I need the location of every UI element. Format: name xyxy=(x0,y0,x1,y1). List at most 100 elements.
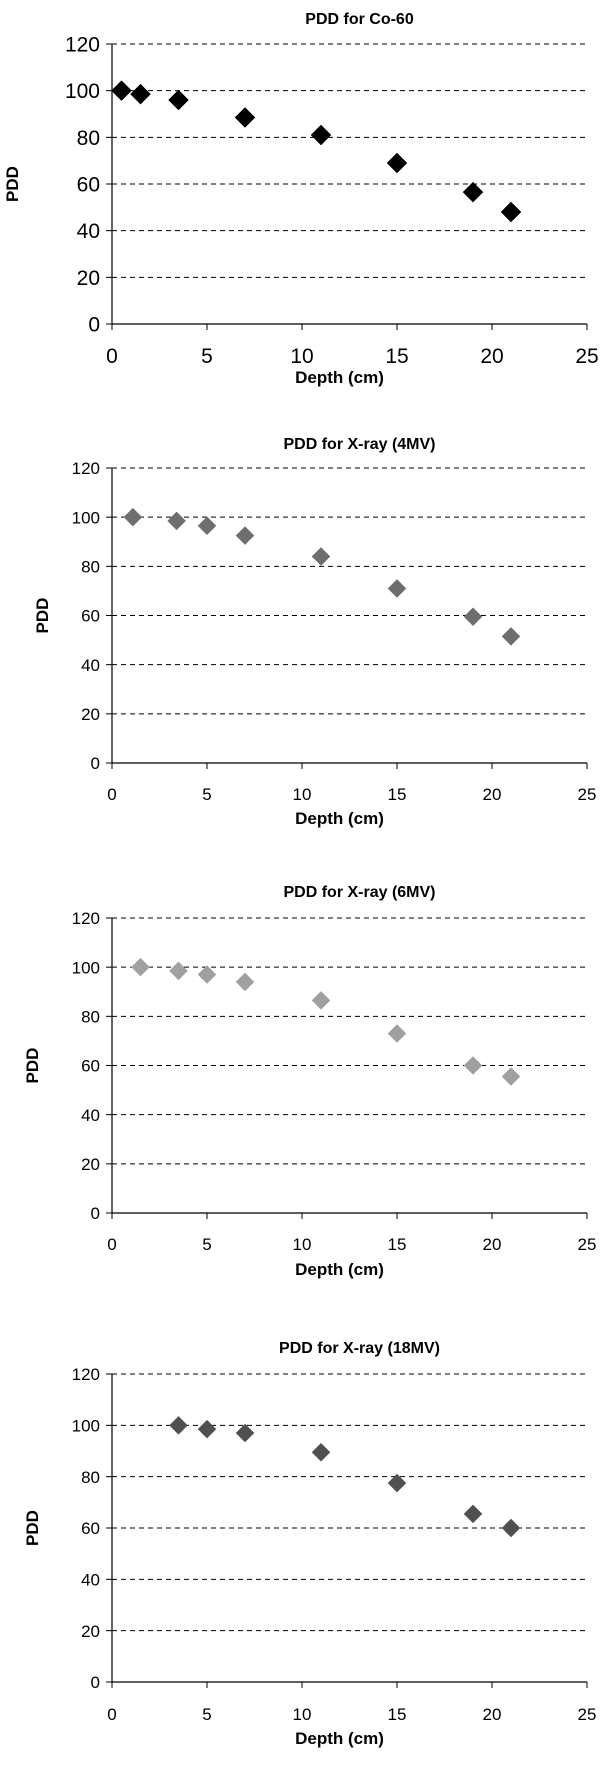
y-tick-label: 100 xyxy=(72,958,100,977)
x-tick-label: 25 xyxy=(578,785,597,804)
y-axis-title: PDD xyxy=(23,1048,42,1084)
y-tick-label: 20 xyxy=(81,1622,100,1641)
data-point xyxy=(197,516,217,536)
data-point xyxy=(386,152,408,174)
y-tick-label: 120 xyxy=(72,909,100,928)
x-tick-label: 20 xyxy=(480,345,503,368)
y-tick-label: 0 xyxy=(91,754,100,773)
data-point xyxy=(462,181,484,203)
chart-4: PDD for X-ray (18MV) 0 20 40 60 80 100 120 0 5 10 1… xyxy=(23,1340,596,1748)
y-tick-label: 60 xyxy=(81,1057,100,1076)
y-tick-label: 120 xyxy=(72,459,100,478)
data-point xyxy=(387,1473,407,1493)
x-tick-label: 5 xyxy=(202,1705,211,1724)
x-tick-label: 25 xyxy=(578,1235,597,1254)
y-tick-label: 0 xyxy=(91,1204,100,1223)
y-tick-label: 0 xyxy=(91,1673,100,1692)
y-tick-label: 40 xyxy=(81,1570,100,1589)
y-axis-title: PDD xyxy=(33,598,52,634)
x-tick-label: 25 xyxy=(575,345,598,368)
chart-title: PDD for X-ray (4MV) xyxy=(283,436,435,453)
data-point xyxy=(131,957,150,977)
y-tick-label: 60 xyxy=(81,1519,100,1538)
y-tick-label: 40 xyxy=(77,220,100,243)
x-tick-label: 0 xyxy=(106,345,118,368)
data-point xyxy=(463,1504,483,1524)
y-tick-label: 120 xyxy=(72,1365,100,1384)
data-point xyxy=(501,1067,521,1086)
data-point xyxy=(197,1419,217,1439)
data-point xyxy=(168,89,189,111)
x-tick-label: 5 xyxy=(201,345,213,368)
x-tick-label: 10 xyxy=(293,1235,312,1254)
data-point xyxy=(311,547,331,566)
y-tick-label: 60 xyxy=(77,174,100,197)
y-axis-title: PDD xyxy=(23,1510,42,1546)
data-point xyxy=(197,965,217,984)
data-point xyxy=(123,507,143,527)
x-tick-label: 25 xyxy=(578,1705,597,1724)
x-tick-label: 10 xyxy=(293,1705,312,1724)
x-axis-title: Depth (cm) xyxy=(295,809,384,828)
y-tick-label: 100 xyxy=(65,80,100,103)
x-tick-label: 10 xyxy=(293,785,312,804)
data-point xyxy=(311,1442,331,1462)
x-tick-label: 20 xyxy=(483,785,502,804)
x-axis-title: Depth (cm) xyxy=(295,1729,384,1748)
data-point xyxy=(130,83,151,105)
data-point xyxy=(235,972,255,992)
y-tick-label: 100 xyxy=(72,508,100,527)
x-axis-title: Depth (cm) xyxy=(295,1260,384,1279)
data-point xyxy=(387,579,407,598)
x-tick-label: 15 xyxy=(388,1705,407,1724)
y-tick-label: 40 xyxy=(81,656,100,675)
data-point xyxy=(501,1518,521,1538)
y-tick-label: 60 xyxy=(81,607,100,626)
data-point xyxy=(169,961,188,981)
data-point xyxy=(463,1056,483,1075)
x-tick-label: 15 xyxy=(388,1235,407,1254)
data-point xyxy=(169,1415,188,1435)
data-point xyxy=(501,627,521,646)
y-tick-label: 80 xyxy=(81,1468,100,1487)
x-tick-label: 0 xyxy=(107,1235,116,1254)
data-point xyxy=(311,991,331,1010)
y-tick-label: 40 xyxy=(81,1106,100,1125)
y-tick-label: 80 xyxy=(81,557,100,576)
x-tick-label: 15 xyxy=(388,785,407,804)
data-point xyxy=(387,1024,407,1043)
x-axis-title: Depth (cm) xyxy=(295,368,384,387)
data-point xyxy=(463,607,483,627)
x-tick-label: 15 xyxy=(385,345,408,368)
chart-title: PDD for Co-60 xyxy=(305,11,414,28)
x-tick-label: 0 xyxy=(107,785,116,804)
data-point xyxy=(310,124,332,146)
x-tick-label: 10 xyxy=(290,345,313,368)
data-point xyxy=(234,107,256,128)
x-tick-label: 20 xyxy=(483,1705,502,1724)
y-tick-label: 80 xyxy=(81,1007,100,1026)
data-point xyxy=(111,80,132,102)
y-tick-label: 20 xyxy=(81,1155,100,1174)
y-tick-label: 20 xyxy=(81,705,100,724)
chart-3: PDD for X-ray (6MV) 0 20 40 60 80 100 120 0 5 10 15… xyxy=(23,884,596,1279)
chart-2: PDD for X-ray (4MV) 0 20 40 60 80 100 120 0 5 10 15… xyxy=(33,436,596,828)
x-tick-label: 0 xyxy=(107,1705,116,1724)
y-tick-label: 0 xyxy=(88,314,100,337)
data-point xyxy=(167,511,186,531)
chart-title: PDD for X-ray (6MV) xyxy=(283,884,435,901)
data-point xyxy=(235,1423,255,1443)
chart-title: PDD for X-ray (18MV) xyxy=(279,1340,440,1357)
chart-1: PDD for Co-60 0 20 40 60 80 100 120 0 5 10 15 20 25 De… xyxy=(3,11,599,387)
y-tick-label: 100 xyxy=(72,1416,100,1435)
x-tick-label: 5 xyxy=(202,785,211,804)
x-tick-label: 20 xyxy=(483,1235,502,1254)
y-tick-label: 20 xyxy=(77,267,100,290)
y-axis-title: PDD xyxy=(3,166,22,202)
x-tick-label: 5 xyxy=(202,1235,211,1254)
y-tick-label: 120 xyxy=(65,34,100,57)
data-point xyxy=(500,201,522,223)
data-point xyxy=(235,526,255,545)
y-tick-label: 80 xyxy=(77,127,100,150)
